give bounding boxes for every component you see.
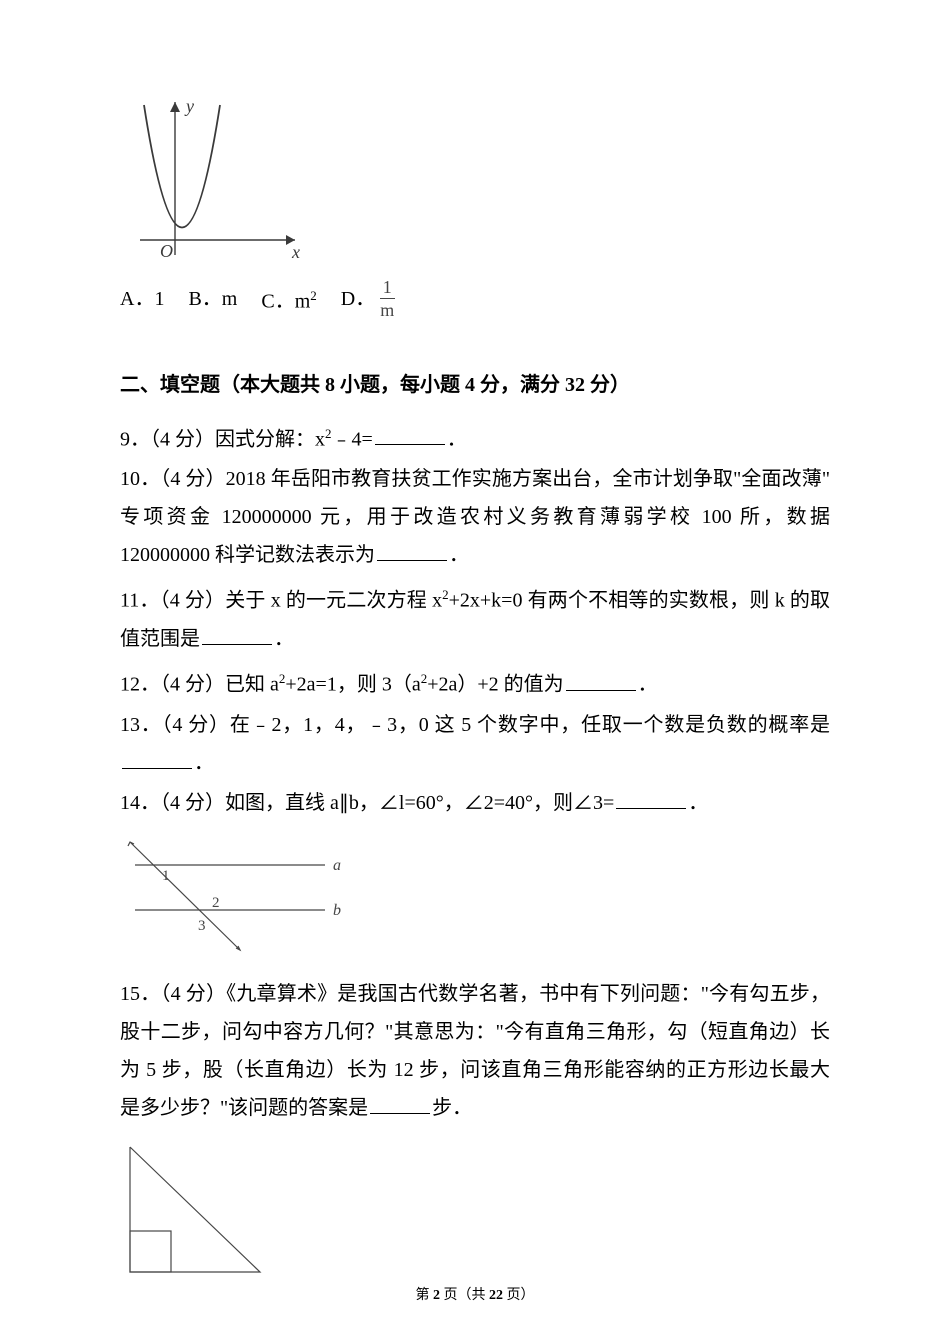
angle-2: 2 [212, 895, 220, 911]
label-b: b [333, 902, 341, 919]
angle-1: 1 [162, 868, 170, 884]
parabola-graph: y x O [120, 90, 310, 270]
blank-q9 [375, 425, 445, 445]
fraction-1-over-m: 1 m [377, 278, 397, 319]
parallel-lines-diagram: a b 1 2 3 [120, 830, 830, 965]
question-11: 11．（4 分）关于 x 的一元二次方程 x2+2x+k=0 有两个不相等的实数… [120, 576, 830, 658]
question-14: 14．（4 分）如图，直线 a∥b，∠l=60°，∠2=40°，则∠3=． [120, 784, 830, 822]
x-axis-label: x [291, 242, 300, 262]
option-a: A．1 [120, 281, 164, 317]
blank-q10 [377, 541, 447, 561]
blank-q15 [370, 1094, 430, 1114]
question-15: 15．（4 分）《九章算术》是我国古代数学名著，书中有下列问题："今有勾五步， … [120, 975, 830, 1127]
blank-q12 [566, 671, 636, 691]
angle-3: 3 [198, 918, 206, 934]
label-a: a [333, 857, 341, 874]
option-d: D． 1 m [341, 278, 397, 319]
page-footer: 第 2 页（共 22 页） [0, 1284, 950, 1304]
option-c: C．m2 [261, 278, 316, 320]
origin-label: O [160, 241, 173, 261]
y-axis-label: y [184, 96, 194, 116]
blank-q13 [122, 749, 192, 769]
blank-q14 [616, 789, 686, 809]
question-9: 9．（4 分）因式分解：x2﹣4=． [120, 415, 830, 459]
question-12: 12．（4 分）已知 a2+2a=1，则 3（a2+2a）+2 的值为． [120, 660, 830, 704]
question-13: 13．（4 分）在﹣2，1，4，﹣3，0 这 5 个数字中，任取一个数是负数的概… [120, 706, 830, 782]
section-2-title: 二、填空题（本大题共 8 小题，每小题 4 分，满分 32 分） [120, 368, 830, 397]
option-b: B．m [188, 281, 237, 317]
q8-options: A．1 B．m C．m2 D． 1 m [120, 278, 830, 320]
blank-q11 [202, 625, 272, 645]
right-triangle-diagram [120, 1137, 830, 1292]
question-10: 10．（4 分）2018 年岳阳市教育扶贫工作实施方案出台，全市计划争取"全面改… [120, 460, 830, 574]
